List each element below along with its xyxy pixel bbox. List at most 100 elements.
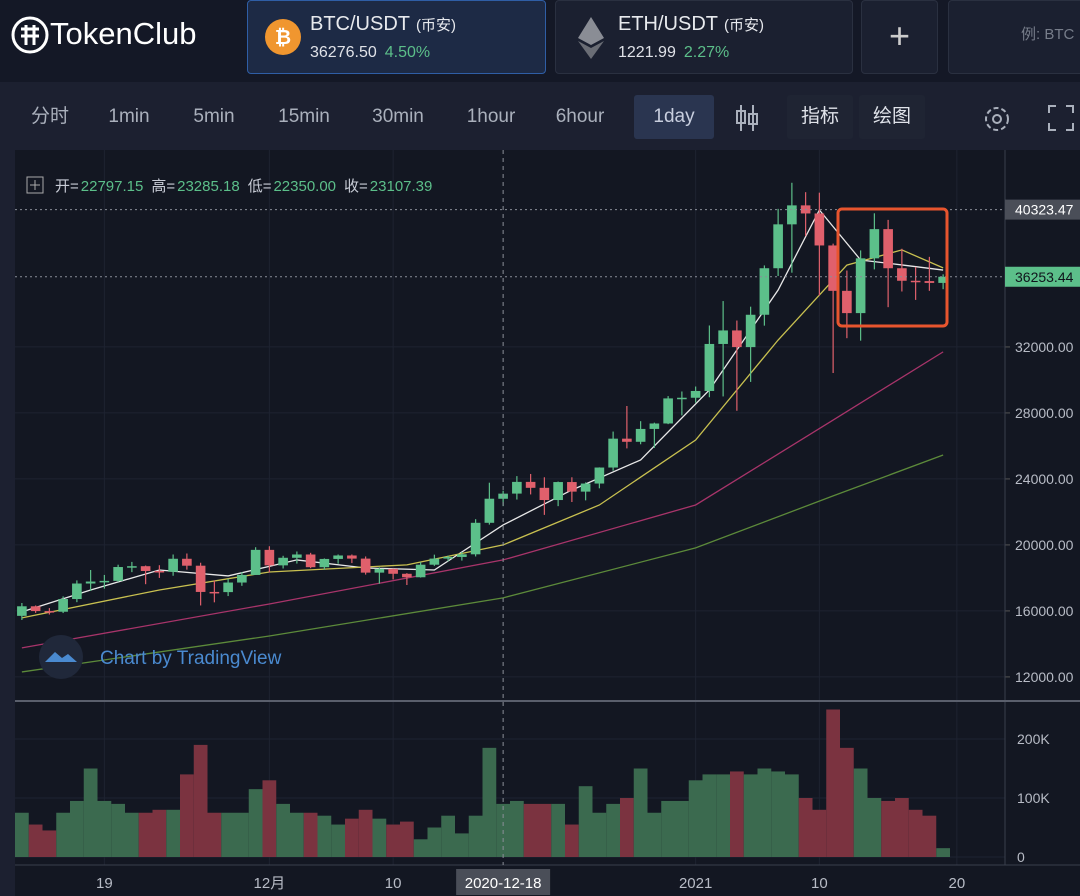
y-tick-label: 24000.00 — [1015, 471, 1074, 487]
legend-label: 开= — [55, 178, 79, 195]
watermark: Chart by TradingView — [100, 648, 282, 669]
volume-bar — [42, 830, 57, 857]
logo-icon — [11, 16, 49, 54]
y-tick-label: 16000.00 — [1015, 603, 1074, 619]
volume-bar — [826, 709, 840, 857]
eth-icon — [578, 17, 604, 59]
candle-body — [649, 423, 660, 429]
legend-value: 22797.15 — [81, 178, 144, 195]
candle-body — [429, 558, 440, 565]
interval-button[interactable]: 6hour — [555, 106, 605, 127]
volume-bar — [922, 815, 937, 857]
volume-bar — [276, 803, 290, 857]
volume-bar — [290, 812, 304, 857]
candle-body — [264, 549, 275, 566]
candle-body — [704, 343, 715, 391]
candle-body — [470, 522, 481, 555]
candle-body — [525, 481, 536, 488]
candle-body — [72, 583, 82, 600]
tab[interactable]: ETH/USDT (币安) 1221.99 2.27% — [555, 0, 853, 74]
interval-button[interactable]: 1min — [108, 106, 150, 127]
candle-body — [787, 205, 797, 225]
candle-body — [305, 554, 316, 568]
volume-bar — [633, 768, 648, 857]
interval-button[interactable]: 1hour — [466, 106, 516, 127]
volume-bar — [441, 815, 455, 857]
candle-body — [58, 599, 68, 612]
interval-button[interactable]: 1day — [634, 95, 714, 139]
volume-bar — [798, 797, 813, 857]
legend-icon — [30, 180, 40, 190]
moving-average — [21, 454, 944, 673]
volume-bar — [70, 800, 84, 857]
candle-body — [745, 314, 756, 348]
search-box[interactable]: 例: BTC — [948, 0, 1080, 74]
interval-button[interactable]: 15min — [278, 106, 330, 127]
candle-body — [44, 611, 55, 613]
price-label: 40323.47 — [1015, 202, 1074, 218]
volume-bar — [427, 827, 442, 857]
interval-button[interactable]: 30min — [372, 106, 424, 127]
volume-bar — [15, 812, 29, 857]
candle-body — [718, 330, 728, 344]
tool-button[interactable]: 绘图 — [859, 95, 925, 139]
pair: BTC/USDT (币安) — [310, 13, 456, 36]
volume-bar — [248, 789, 263, 857]
volume-bar — [207, 812, 222, 857]
volume-bar — [400, 821, 414, 857]
legend-value: 23107.39 — [370, 178, 433, 195]
volume-bar — [908, 809, 923, 857]
volume-bar — [510, 800, 524, 857]
candle-body — [388, 568, 398, 574]
volume-bar — [468, 815, 483, 857]
settings-icon[interactable] — [981, 103, 1013, 135]
candle-body — [924, 281, 935, 283]
candle-body — [140, 566, 151, 571]
interval-button[interactable]: 5min — [193, 106, 235, 127]
volume-bar — [413, 839, 428, 857]
candle-body — [237, 574, 247, 583]
price: 1221.99 2.27% — [618, 44, 729, 62]
candle-body — [347, 555, 357, 559]
volume-bar — [895, 797, 909, 857]
add-button[interactable]: + — [861, 0, 938, 74]
legend-label: 低= — [248, 178, 272, 195]
legend-value: 22350.00 — [273, 178, 336, 195]
volume-bar — [743, 774, 758, 857]
volume-bar — [345, 818, 359, 857]
volume-bar — [386, 824, 400, 857]
volume-bar — [688, 780, 703, 857]
price: 36276.50 4.50% — [310, 44, 430, 62]
tab[interactable]: ₿ BTC/USDT (币安) 36276.50 4.50% — [247, 0, 546, 74]
candle-body — [567, 482, 577, 492]
volume-bar — [221, 812, 235, 857]
volume-bar — [482, 747, 497, 857]
y-tick-label: 100K — [1017, 790, 1050, 806]
volume-bar — [565, 824, 579, 857]
candle-body — [855, 258, 866, 314]
volume-bar — [303, 812, 318, 857]
moving-average — [21, 208, 944, 613]
volume-bar — [235, 812, 249, 857]
candle-body — [402, 573, 412, 578]
x-tick-label: 10 — [811, 875, 828, 892]
candle-body — [580, 483, 591, 492]
crosshair-label-bg — [456, 869, 551, 895]
x-tick-label: 19 — [96, 875, 113, 892]
candle-body — [209, 591, 220, 594]
svg-text:₿: ₿ — [275, 27, 291, 49]
fullscreen-icon[interactable] — [1047, 104, 1075, 132]
candle-body — [319, 558, 330, 568]
tool-button[interactable]: 指标 — [787, 95, 853, 139]
btc-icon: ₿ — [265, 19, 301, 55]
interval-button[interactable]: 分时 — [30, 106, 69, 127]
plot-bg — [15, 150, 1080, 896]
candle-icon[interactable] — [733, 103, 761, 133]
legend-label: 收= — [344, 178, 368, 195]
last-price: 1221.99 — [618, 44, 676, 61]
x-tick-label: 20 — [949, 875, 966, 892]
volume-bar — [853, 768, 868, 857]
candle-body — [292, 554, 302, 558]
volume-bar — [661, 800, 675, 857]
volume-bar — [620, 797, 634, 857]
